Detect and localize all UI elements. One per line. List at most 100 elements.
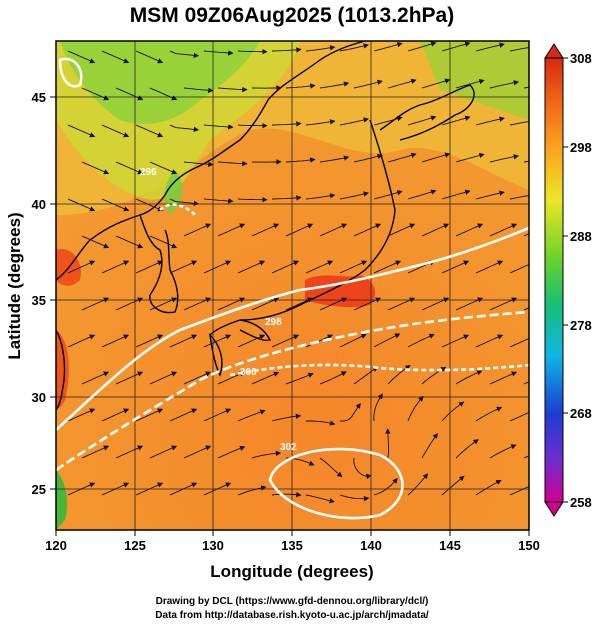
streamline-162 (475, 260, 504, 274)
streamline-127 (373, 393, 383, 422)
streamline-122 (387, 223, 416, 237)
streamline-87 (285, 372, 314, 385)
streamline-85 (285, 297, 314, 311)
streamline-73 (237, 334, 266, 348)
streamline-25 (101, 482, 130, 496)
streamline-107 (353, 153, 383, 163)
streamline-14 (115, 87, 144, 101)
hot-spot-kanto (305, 275, 376, 308)
streamline-29 (149, 161, 178, 175)
streamline-49 (169, 408, 198, 422)
streamline-179 (509, 411, 529, 422)
streamline-108 (339, 191, 369, 200)
streamline-142 (407, 473, 429, 496)
streamline-146 (455, 152, 485, 163)
streamline-102 (319, 457, 343, 478)
streamline-95 (305, 193, 336, 200)
x-tick-label: 140 (360, 538, 382, 553)
streamline-113 (353, 366, 379, 385)
streamline-138 (407, 333, 435, 348)
streamline-64 (203, 482, 232, 496)
streamline-147 (441, 189, 471, 200)
streamline-30 (135, 198, 164, 212)
streamline-53 (217, 86, 248, 93)
contour-296 (159, 203, 196, 216)
streamline-18 (115, 235, 144, 249)
streamline-76 (251, 450, 282, 459)
credit-data: Data from http://database.rish.kyoto-u.a… (155, 610, 429, 621)
streamline-22 (115, 371, 144, 385)
cool-region-4 (420, 41, 529, 120)
streamline-141 (421, 432, 438, 459)
streamline-41 (169, 124, 200, 133)
streamline-98 (319, 297, 348, 311)
streamline-157 (489, 80, 520, 89)
streamline-161 (489, 223, 518, 237)
y-tick-label: 40 (32, 197, 46, 212)
streamline-72 (251, 297, 280, 311)
streamline-74 (251, 371, 280, 385)
streamline-20 (115, 297, 144, 311)
streamline-26 (135, 50, 164, 64)
contour-label: 298 (265, 317, 282, 328)
streamline-56 (203, 198, 234, 204)
streamline-1 (81, 87, 110, 101)
streamline-140 (407, 395, 424, 422)
streamline-15 (101, 124, 130, 138)
streamline-10 (67, 408, 96, 422)
y-tick-label: 35 (32, 293, 46, 308)
streamline-83 (285, 223, 314, 237)
streamline-154 (455, 439, 479, 459)
streamline-63 (217, 445, 246, 459)
streamline-80 (271, 121, 302, 127)
y-axis-ticks: 25 30 35 40 45 (32, 90, 56, 497)
streamline-155 (441, 475, 465, 496)
streamline-75 (237, 409, 266, 422)
streamline-128 (385, 428, 391, 459)
streamline-99 (305, 334, 334, 348)
streamline-90 (271, 491, 302, 498)
streamline-111 (353, 297, 382, 311)
streamline-8 (67, 334, 96, 348)
streamline-47 (169, 334, 198, 348)
streamline-158 (475, 116, 505, 126)
x-axis-ticks: 120 125 130 135 140 145 150 (45, 530, 540, 553)
streamline-28 (135, 124, 164, 138)
streamline-44 (183, 223, 212, 237)
streamline-43 (169, 198, 200, 207)
streamline-40 (183, 87, 214, 93)
streamline-21 (101, 334, 130, 348)
streamline-7 (81, 297, 110, 311)
streamline-59 (217, 297, 246, 311)
streamline-177 (509, 337, 529, 348)
streamline-167 (489, 444, 517, 459)
streamline-168 (475, 479, 502, 496)
y-tick-label: 30 (32, 390, 46, 405)
streamline-77 (237, 485, 267, 496)
map-title: MSM 09Z06Aug2025 (1013.2hPa) (130, 4, 454, 27)
streamline-51 (169, 482, 198, 496)
streamline-124 (387, 297, 416, 311)
streamline-134 (407, 189, 437, 200)
streamline-38 (135, 482, 164, 496)
x-axis-label: Longitude (degrees) (210, 562, 373, 581)
x-tick-label: 150 (518, 538, 540, 553)
streamline-5 (81, 235, 110, 249)
y-tick-label: 25 (32, 482, 46, 497)
streamline-163 (489, 297, 518, 311)
streamline-117 (373, 42, 403, 52)
streamline-121 (373, 190, 403, 200)
streamline-78 (271, 47, 302, 53)
streamline-4 (67, 198, 96, 212)
streamline-112 (339, 333, 367, 348)
streamline-50 (183, 445, 212, 459)
streamline-52 (203, 50, 234, 56)
streamline-57 (217, 223, 246, 237)
credit-drawing: Drawing by DCL (https://www.gfd-dennou.o… (156, 596, 429, 607)
streamline-145 (441, 115, 471, 126)
streamline-169 (509, 47, 529, 52)
contour-cold-blob (58, 57, 83, 88)
streamline-93 (305, 119, 336, 126)
y-tick-label: 45 (32, 90, 46, 105)
